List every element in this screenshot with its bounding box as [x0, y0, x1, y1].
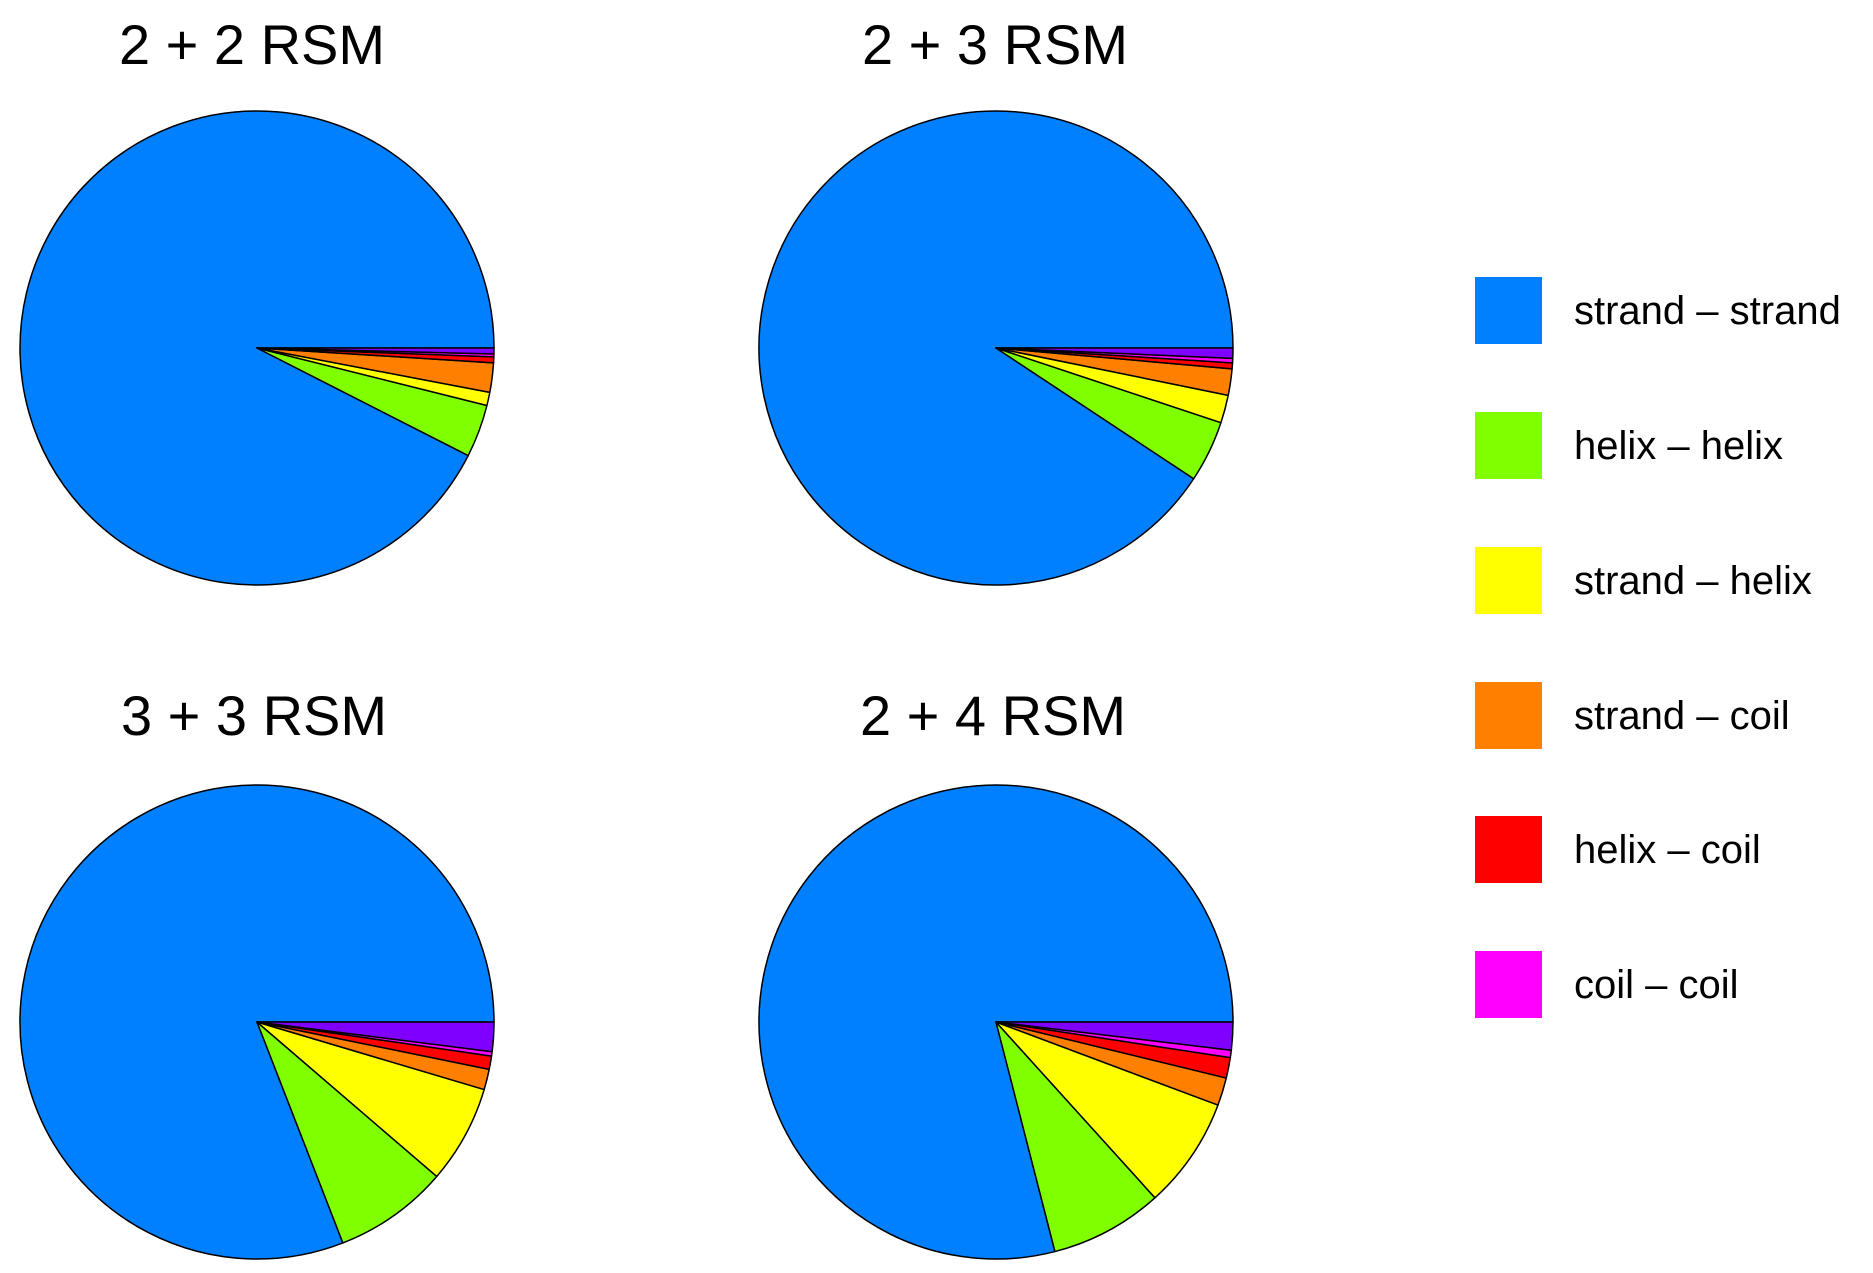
legend: strand – strand helix – helix strand – h…: [1475, 277, 1841, 1018]
legend-label: coil – coil: [1574, 963, 1739, 1007]
pie-chart-2: 2 + 3 RSM: [758, 13, 1234, 586]
pie-slice-other: [256, 1021, 495, 1053]
chart-title: 2 + 4 RSM: [860, 684, 1126, 747]
legend-item-strand-strand: strand – strand: [1475, 277, 1841, 344]
legend-swatch: [1475, 547, 1542, 614]
chart-title: 3 + 3 RSM: [121, 684, 387, 747]
legend-item-strand-coil: strand – coil: [1475, 682, 1790, 749]
legend-label: strand – coil: [1574, 694, 1790, 738]
pie-slices: [19, 784, 495, 1260]
legend-swatch: [1475, 277, 1542, 344]
pie-slices: [758, 110, 1234, 586]
pie-slices: [19, 110, 495, 586]
pie-slice-other: [995, 347, 1234, 360]
legend-swatch: [1475, 951, 1542, 1018]
legend-swatch: [1475, 412, 1542, 479]
pie-slice-other: [256, 347, 495, 355]
pie-slice-strand-helix: [995, 1021, 1219, 1199]
pie-chart-1: 2 + 2 RSM: [19, 13, 495, 586]
pie-slice-helix-helix: [995, 1021, 1156, 1253]
legend-item-helix-helix: helix – helix: [1475, 412, 1783, 479]
legend-label: strand – helix: [1574, 559, 1812, 603]
legend-label: helix – coil: [1574, 828, 1761, 872]
chart-title: 2 + 3 RSM: [862, 13, 1128, 76]
pie-slice-other: [995, 1021, 1234, 1051]
pie-slices: [758, 784, 1234, 1260]
chart-title: 2 + 2 RSM: [119, 13, 385, 76]
legend-item-coil-coil: coil – coil: [1475, 951, 1739, 1018]
legend-label: helix – helix: [1574, 424, 1783, 468]
legend-item-helix-coil: helix – coil: [1475, 816, 1761, 883]
legend-label: strand – strand: [1574, 289, 1841, 333]
legend-swatch: [1475, 682, 1542, 749]
pie-slice-helix-helix: [256, 1021, 438, 1244]
legend-swatch: [1475, 816, 1542, 883]
pie-chart-3: 3 + 3 RSM: [19, 684, 495, 1260]
pie-chart-4: 2 + 4 RSM: [758, 684, 1234, 1260]
legend-item-strand-helix: strand – helix: [1475, 547, 1812, 614]
